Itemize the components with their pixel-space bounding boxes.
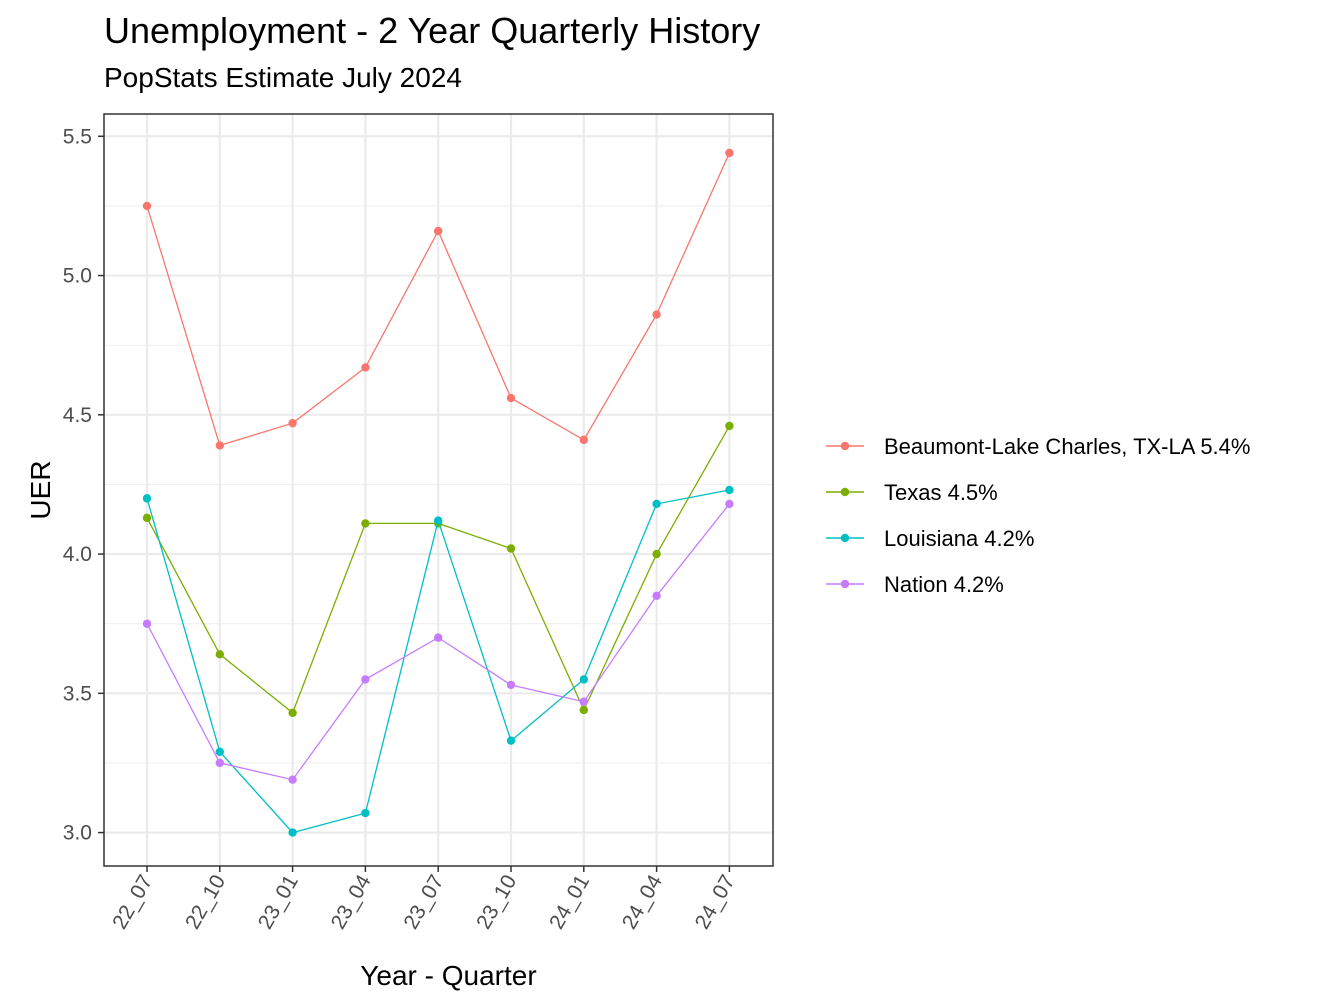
data-point	[142, 201, 152, 211]
y-tick-label: 5.5	[63, 125, 92, 148]
series-2	[142, 485, 734, 837]
series-layer	[142, 148, 734, 837]
y-tick-label: 4.5	[63, 404, 92, 427]
data-point	[725, 485, 734, 495]
data-point	[434, 516, 443, 525]
data-point	[506, 544, 516, 553]
data-point	[652, 310, 661, 319]
x-tick-label: 24_07	[691, 871, 740, 933]
data-point	[361, 363, 370, 372]
data-point	[361, 675, 370, 684]
data-point	[725, 148, 734, 158]
data-point	[506, 680, 516, 690]
data-point	[506, 393, 516, 403]
data-point	[215, 747, 224, 757]
series-0	[142, 148, 734, 450]
data-point	[288, 418, 297, 428]
legend-label: Beaumont-Lake Charles, TX-LA 5.4%	[884, 434, 1250, 459]
data-point	[215, 758, 224, 768]
legend-label: Texas 4.5%	[884, 480, 998, 505]
data-point	[215, 441, 224, 450]
data-point	[288, 828, 297, 837]
legend-item: Louisiana 4.2%	[826, 526, 1034, 551]
y-tick-label: 5.0	[63, 265, 92, 288]
legend-item: Beaumont-Lake Charles, TX-LA 5.4%	[826, 434, 1250, 459]
data-point	[142, 619, 152, 628]
data-point	[579, 697, 588, 706]
legend-item: Texas 4.5%	[826, 480, 998, 505]
x-tick-label: 23_01	[254, 871, 303, 933]
y-tick-label: 4.0	[63, 543, 92, 566]
legend-key-point	[840, 533, 850, 543]
legend-label: Louisiana 4.2%	[884, 526, 1034, 551]
data-point	[652, 499, 661, 509]
data-point	[142, 513, 152, 523]
legend-item: Nation 4.2%	[826, 572, 1004, 597]
y-axis-title: UER	[25, 460, 56, 519]
data-point	[361, 519, 370, 528]
y-tick-label: 3.0	[63, 822, 92, 845]
chart-title: Unemployment - 2 Year Quarterly History	[104, 10, 761, 51]
data-point	[725, 499, 734, 509]
data-point	[288, 708, 297, 718]
data-point	[215, 650, 224, 659]
data-point	[142, 494, 152, 503]
x-tick-label: 23_07	[399, 871, 448, 933]
x-tick-label: 24_04	[618, 871, 667, 933]
data-point	[652, 549, 661, 559]
legend-key-point	[840, 487, 850, 497]
legend: Beaumont-Lake Charles, TX-LA 5.4% Texas 4…	[826, 434, 1250, 597]
data-point	[579, 675, 588, 684]
legend-label: Nation 4.2%	[884, 572, 1004, 597]
data-point	[579, 705, 588, 715]
legend-key-point	[840, 441, 850, 451]
grid-lines	[104, 114, 773, 866]
x-tick-label: 22_10	[181, 871, 230, 933]
data-point	[434, 226, 443, 236]
x-tick-label: 22_07	[108, 871, 157, 933]
data-point	[579, 435, 588, 445]
data-point	[506, 736, 516, 745]
x-tick-label: 23_10	[472, 871, 521, 933]
data-point	[288, 775, 297, 784]
x-tick-label: 24_01	[545, 871, 594, 933]
data-point	[361, 808, 370, 818]
data-point	[434, 633, 443, 642]
series-3	[142, 499, 734, 784]
legend-key-point	[840, 579, 850, 589]
data-point	[652, 591, 661, 601]
y-tick-label: 3.5	[63, 682, 92, 705]
data-point	[725, 421, 734, 431]
chart-subtitle: PopStats Estimate July 2024	[104, 62, 462, 93]
x-axis-title: Year - Quarter	[360, 960, 536, 991]
x-tick-label: 23_04	[327, 871, 376, 933]
